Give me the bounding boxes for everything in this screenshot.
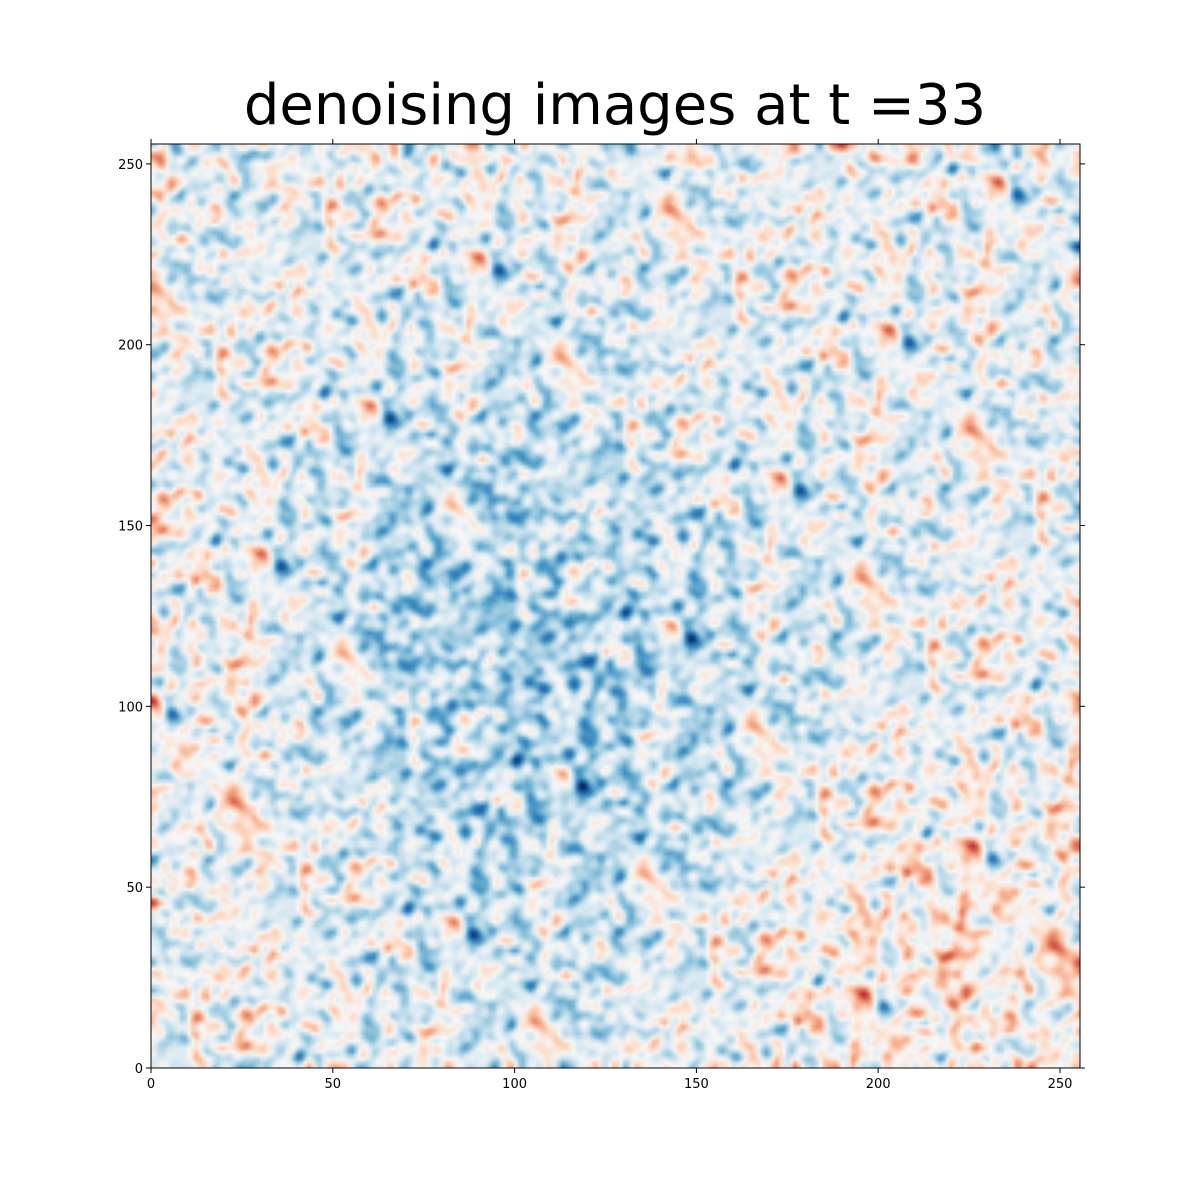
x-axis-ticks: 0 50 100 150 200 250 <box>147 139 1073 1092</box>
x-tick-label: 50 <box>325 1077 342 1092</box>
plot-frame <box>150 143 1081 1069</box>
x-tick-label: 0 <box>147 1077 155 1092</box>
y-tick-label: 250 <box>118 158 143 173</box>
y-axis-ticks: 0 50 100 150 200 250 <box>118 158 1085 1077</box>
y-tick-label: 50 <box>126 881 143 896</box>
y-tick-label: 100 <box>118 700 143 715</box>
x-tick-label: 150 <box>684 1077 709 1092</box>
y-tick-label: 150 <box>118 520 143 535</box>
x-tick-label: 200 <box>866 1077 891 1092</box>
heatmap-image <box>151 144 1080 1068</box>
y-tick-label: 0 <box>135 1062 143 1077</box>
x-tick-label: 100 <box>502 1077 527 1092</box>
chart-title: denoising images at t =33 <box>243 73 987 138</box>
x-tick-label: 250 <box>1048 1077 1073 1092</box>
y-tick-label: 200 <box>118 339 143 354</box>
